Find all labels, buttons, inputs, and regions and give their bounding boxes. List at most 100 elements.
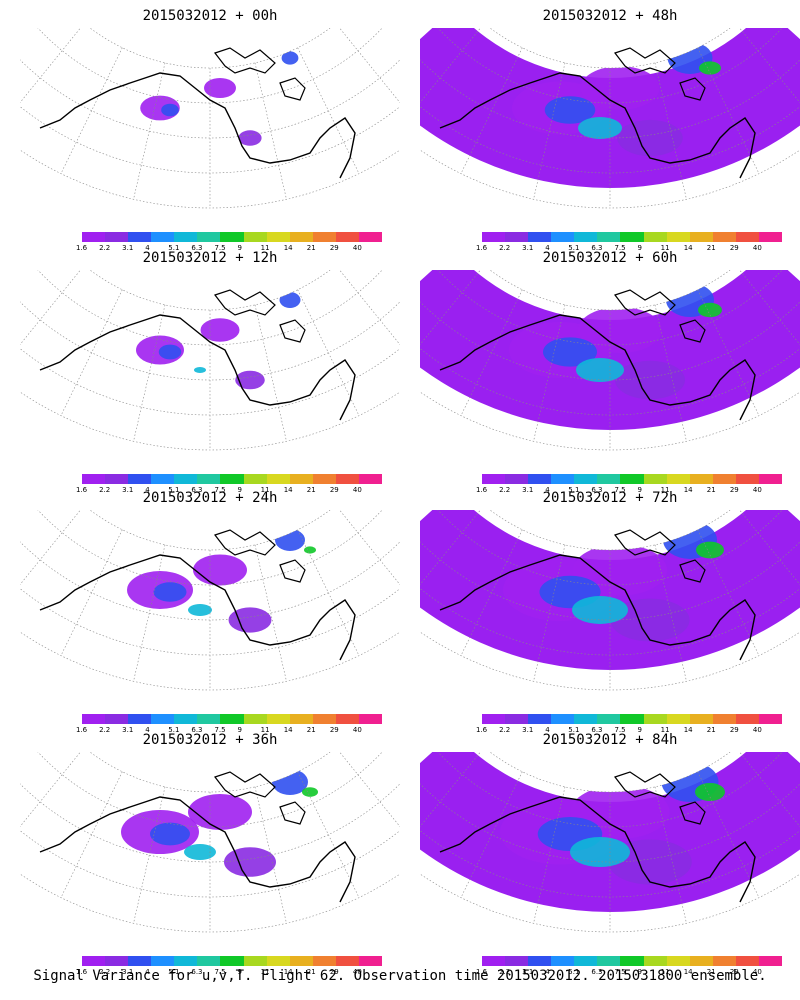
colorbar [82, 232, 383, 242]
colorbar-swatch [643, 232, 667, 242]
colorbar-swatch [174, 232, 198, 242]
panel-title: 2015032012 + 12h [142, 250, 278, 266]
map-panel: 2015032012 + 84h 1.6 2.2 3.1 4 5.1 6.3 7.5 9 11 14… [420, 732, 800, 976]
colorbar-tick-label: 40 [352, 726, 362, 734]
colorbar-tick-label: 1.6 [476, 726, 488, 734]
polar-map [20, 510, 400, 691]
colorbar-tick-label: 21 [306, 244, 316, 252]
colorbar-swatch [243, 474, 267, 484]
colorbar-swatch [335, 956, 359, 966]
colorbar-tick-label: 29 [729, 244, 739, 252]
colorbar-swatch [128, 474, 152, 484]
colorbar-swatch [712, 232, 736, 242]
colorbar-tick-label: 4 [545, 486, 550, 494]
colorbar-tick-label: 14 [683, 244, 693, 252]
colorbar-swatch [243, 956, 267, 966]
colorbar-swatch [505, 956, 529, 966]
colorbar-tick-label: 2.2 [499, 726, 511, 734]
colorbar-tick-label: 6.3 [191, 726, 203, 734]
colorbar-tick-label: 4 [545, 244, 550, 252]
colorbar-swatch [597, 474, 621, 484]
colorbar-swatch [289, 956, 313, 966]
colorbar-swatch [312, 956, 336, 966]
colorbar-tick-label: 7.5 [614, 486, 626, 494]
panel-title: 2015032012 + 00h [142, 8, 278, 24]
colorbar-tick-label: 4 [545, 968, 550, 976]
colorbar-swatch [197, 232, 221, 242]
colorbar-tick-label: 14 [283, 968, 293, 976]
colorbar-tick-label: 6.3 [191, 968, 203, 976]
colorbar-tick-label: 21 [706, 726, 716, 734]
colorbar-swatch [735, 474, 759, 484]
colorbar-tick-label: 7.5 [614, 244, 626, 252]
colorbar-tick-label: 21 [706, 244, 716, 252]
colorbar-swatch [358, 956, 383, 966]
polar-map [420, 270, 800, 451]
colorbar-tick-label: 40 [352, 968, 362, 976]
colorbar-tick-label: 6.3 [591, 486, 603, 494]
colorbar-tick-label: 6.3 [591, 244, 603, 252]
polar-map [420, 510, 800, 691]
colorbar-ticks: 1.6 2.2 3.1 4 5.1 6.3 7.5 9 11 14 21 29 40 [476, 968, 796, 978]
colorbar-swatch [335, 232, 359, 242]
colorbar-tick-label: 6.3 [591, 726, 603, 734]
colorbar-swatch [712, 474, 736, 484]
colorbar-tick-label: 21 [306, 726, 316, 734]
colorbar-swatch [151, 474, 175, 484]
variance-field [136, 292, 301, 390]
colorbar-swatch [643, 714, 667, 724]
colorbar-swatch [597, 714, 621, 724]
coastline [39, 72, 356, 179]
colorbar-swatch [758, 714, 783, 724]
panel-title: 2015032012 + 24h [142, 490, 278, 506]
colorbar-swatch [243, 232, 267, 242]
colorbar-tick-label: 2.2 [99, 486, 111, 494]
colorbar-ticks: 1.6 2.2 3.1 4 5.1 6.3 7.5 9 11 14 21 29 40 [476, 244, 796, 254]
colorbar-tick-label: 9 [237, 244, 242, 252]
coastline [39, 554, 356, 661]
colorbar-swatch [105, 714, 129, 724]
colorbar-tick-label: 7.5 [614, 726, 626, 734]
colorbar-swatch [574, 474, 598, 484]
colorbar-swatch [358, 474, 383, 484]
coastline [439, 796, 756, 903]
colorbar-swatch [289, 232, 313, 242]
colorbar-tick-label: 21 [706, 968, 716, 976]
colorbar-tick-label: 11 [260, 726, 270, 734]
colorbar-tick-label: 40 [752, 244, 762, 252]
colorbar-swatch [128, 232, 152, 242]
colorbar-swatch [528, 474, 552, 484]
colorbar-tick-label: 9 [637, 244, 642, 252]
colorbar-swatch [666, 956, 690, 966]
colorbar-swatch [82, 232, 106, 242]
colorbar-swatch [289, 714, 313, 724]
colorbar-swatch [266, 474, 290, 484]
colorbar-swatch [735, 714, 759, 724]
colorbar-swatch [105, 956, 129, 966]
colorbar-swatch [220, 232, 244, 242]
colorbar-swatch [643, 956, 667, 966]
colorbar-swatch [735, 956, 759, 966]
colorbar-swatch [358, 232, 383, 242]
colorbar-tick-label: 5.1 [568, 486, 580, 494]
colorbar-tick-label: 2.2 [99, 244, 111, 252]
colorbar-swatch [243, 714, 267, 724]
colorbar-tick-label: 3.1 [122, 968, 134, 976]
colorbar-swatch [597, 956, 621, 966]
colorbar-swatch [151, 956, 175, 966]
colorbar-swatch [358, 714, 383, 724]
colorbar-tick-label: 7.5 [214, 244, 226, 252]
colorbar-tick-label: 5.1 [568, 968, 580, 976]
colorbar-swatch [643, 474, 667, 484]
polar-map [420, 752, 800, 933]
colorbar-tick-label: 5.1 [168, 726, 180, 734]
colorbar-swatch [758, 232, 783, 242]
colorbar-swatch [574, 714, 598, 724]
colorbar-tick-label: 29 [729, 486, 739, 494]
colorbar-tick-label: 7.5 [214, 726, 226, 734]
colorbar-tick-label: 11 [260, 244, 270, 252]
colorbar-tick-label: 21 [706, 486, 716, 494]
colorbar-tick-label: 21 [306, 968, 316, 976]
colorbar-swatch [482, 714, 506, 724]
colorbar-swatch [128, 956, 152, 966]
